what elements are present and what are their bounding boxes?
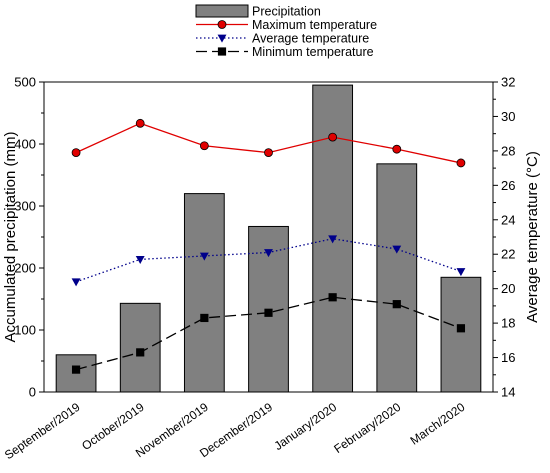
legend-label: Precipitation [252, 5, 321, 19]
point-circle [264, 148, 273, 158]
y2-tick-label: 14 [501, 385, 515, 400]
y2-tick-label: 16 [501, 350, 515, 365]
y-axis-label: Accumulated precipitation (mm) [2, 132, 19, 343]
precipitation-bars [55, 84, 482, 393]
y2-axis-label: Average temperature (°C) [524, 151, 541, 323]
y2-tick-label: 26 [501, 178, 515, 193]
point-circle [392, 144, 402, 154]
x-tick-label: January/2020 [272, 400, 340, 453]
point-triangle [328, 235, 338, 244]
right-axis: 14 16 18 20 22 24 26 28 30 32 [493, 75, 515, 400]
y2-tick-label: 20 [501, 281, 515, 296]
point-circle [71, 148, 81, 158]
y-tick-label: 100 [14, 323, 36, 338]
point-square [200, 313, 209, 323]
x-tick-label: March/2020 [408, 400, 468, 448]
bar [183, 193, 225, 393]
point-triangle [456, 268, 466, 277]
point-square [328, 293, 337, 302]
point-square [392, 300, 401, 309]
y-tick-label: 0 [29, 385, 36, 400]
legend-label: Maximum temperature [252, 18, 377, 32]
y2-tick-label: 28 [501, 143, 515, 158]
point-circle [199, 141, 209, 151]
point-square [136, 348, 145, 357]
point-square [71, 365, 81, 374]
y2-tick-label: 32 [501, 75, 515, 90]
y2-tick-label: 24 [501, 212, 515, 227]
y-tick-label: 300 [14, 199, 36, 214]
point-triangle [135, 256, 145, 265]
y2-tick-label: 22 [501, 247, 515, 262]
legend-label: Average temperature [252, 32, 369, 46]
temperature-lines [71, 118, 466, 374]
point-square [217, 47, 227, 56]
point-circle [217, 20, 227, 29]
point-triangle [264, 249, 273, 258]
point-triangle [199, 252, 209, 261]
point-circle [328, 132, 338, 142]
point-circle [135, 118, 145, 128]
legend-swatch [195, 4, 249, 18]
bar [376, 163, 418, 393]
y2-tick-label: 30 [501, 109, 515, 124]
point-circle [456, 158, 466, 168]
bar [119, 302, 161, 393]
point-triangle [217, 34, 227, 43]
point-square [456, 324, 466, 333]
y2-tick-label: 18 [501, 316, 515, 331]
left-axis: 0 100 200 300 400 500 [14, 75, 44, 400]
point-square [264, 308, 273, 317]
y-tick-label: 400 [14, 137, 36, 152]
y-tick-label: 500 [14, 75, 36, 90]
legend-label: Minimum temperature [252, 45, 374, 59]
x-axis: September/2019October/2019November/2019D… [2, 400, 468, 463]
y-tick-label: 200 [14, 261, 36, 276]
bar [440, 276, 482, 393]
x-tick-label: February/2020 [331, 400, 403, 456]
x-tick-label: September/2019 [2, 400, 83, 463]
point-triangle [392, 245, 402, 254]
point-triangle [71, 278, 81, 287]
